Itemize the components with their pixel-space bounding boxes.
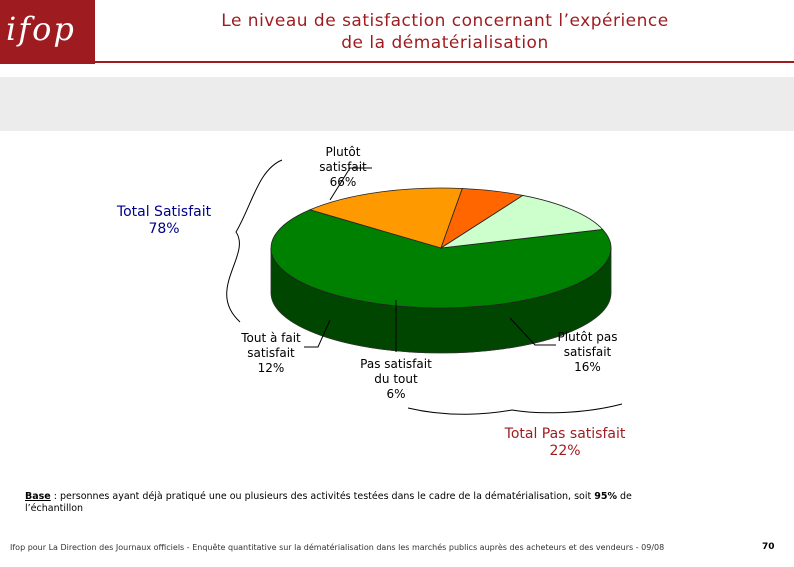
slice-label-line2: satisfait xyxy=(247,346,295,360)
slice-label-plutot-pas-satisfait: Plutôt pas satisfait 16% xyxy=(540,330,635,375)
slice-label-pas-satisfait-du-tout: Pas satisfait du tout 6% xyxy=(342,357,450,402)
slice-label-line1: Pas satisfait xyxy=(360,357,432,371)
slice-label-tout-a-fait-satisfait: Tout à fait satisfait 12% xyxy=(226,331,316,376)
total-value: 78% xyxy=(148,221,180,237)
slice-label-line1: Plutôt pas xyxy=(557,330,618,344)
title-rule xyxy=(95,61,794,63)
pie-slice-plutot-pas-satisfait xyxy=(308,187,463,249)
title-line-2: de la dématérialisation xyxy=(341,33,549,53)
title-line-1: Le niveau de satisfaction concernant l’e… xyxy=(221,11,669,31)
slice-value-label: 66% xyxy=(329,175,357,189)
slice-label-plutot-satisfait: Plutôt satisfait 66% xyxy=(298,145,388,190)
pie-slice-tout-a-fait-satisfait xyxy=(440,194,604,249)
base-key: Base xyxy=(25,491,51,502)
base-text-2: de l’échantillon xyxy=(25,491,632,514)
slice-value-label: 12% xyxy=(257,361,285,375)
total-value: 22% xyxy=(549,443,581,459)
page-number: 70 xyxy=(762,542,775,552)
slice-value-label: 16% xyxy=(574,360,601,374)
slice-label-line2: satisfait xyxy=(563,345,612,359)
base-text: : personnes ayant déjà pratiqué une ou p… xyxy=(50,491,595,502)
brace-total-pas-satisfait xyxy=(407,403,623,415)
page-title: Le niveau de satisfaction concernant l’e… xyxy=(95,10,794,54)
base-note: Base : personnes ayant déjà pratiqué une… xyxy=(25,491,685,515)
total-pas-satisfait-label: Total Pas satisfait 22% xyxy=(480,426,650,460)
total-satisfait-label: Total Satisfait 78% xyxy=(96,204,232,238)
grey-band xyxy=(0,77,794,131)
slice-value-label: 6% xyxy=(386,387,406,401)
leader-plutot-pas-satisfait xyxy=(509,317,556,346)
slice-label-line2: satisfait xyxy=(319,160,367,174)
slice-label-line2: du tout xyxy=(374,372,418,386)
leader-plutot-satisfait xyxy=(329,167,372,201)
leader-tout-a-fait-satisfait xyxy=(304,319,331,348)
pie-slice-plutot-satisfait xyxy=(270,209,612,309)
slice-label-line1: Plutôt xyxy=(325,145,361,159)
total-label: Total Satisfait xyxy=(116,204,212,220)
footer-source: Ifop pour La Direction des Journaux offi… xyxy=(10,543,665,552)
ifop-logo: ifop xyxy=(0,0,95,64)
brace-total-satisfait xyxy=(226,159,283,323)
slice-label-line1: Tout à fait xyxy=(241,331,301,345)
base-pct: 95% xyxy=(594,491,617,502)
logo-text: ifop xyxy=(6,10,76,48)
total-label: Total Pas satisfait xyxy=(504,426,626,442)
